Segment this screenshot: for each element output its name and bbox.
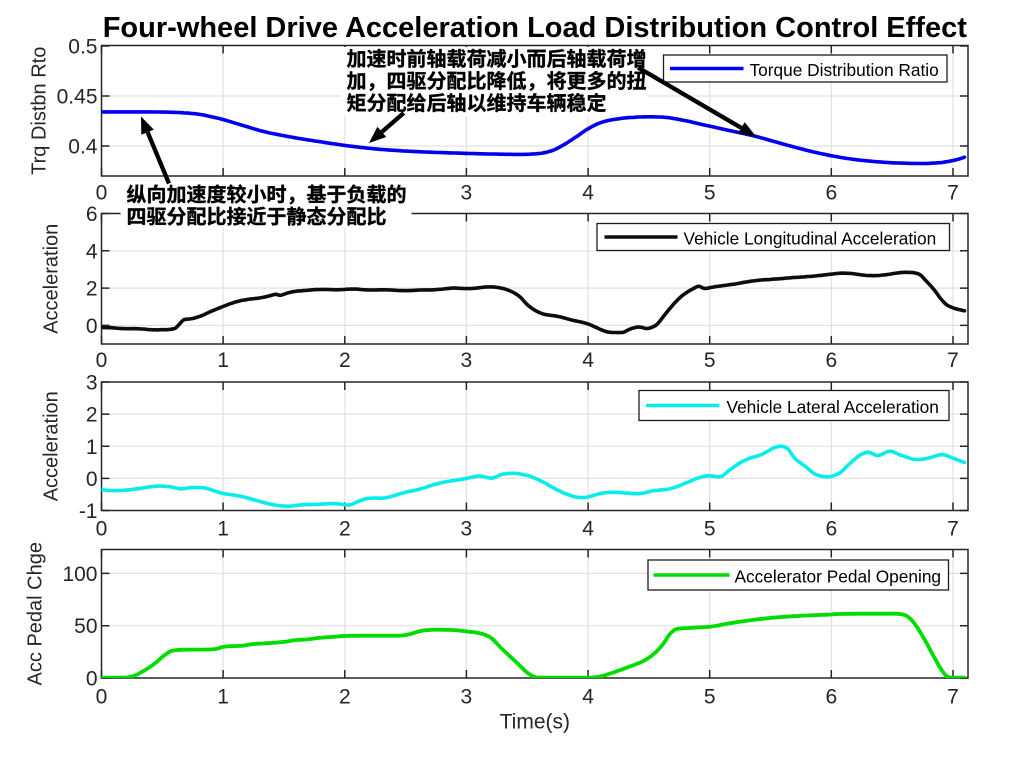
svg-text:2: 2 (86, 404, 98, 427)
svg-text:100: 100 (62, 563, 97, 586)
svg-text:2: 2 (339, 349, 351, 372)
svg-text:4: 4 (582, 182, 594, 205)
svg-text:Torque Distribution Ratio: Torque Distribution Ratio (750, 60, 939, 80)
svg-text:4: 4 (582, 686, 594, 709)
svg-text:6: 6 (825, 686, 837, 709)
svg-text:2: 2 (339, 517, 351, 540)
svg-text:0: 0 (96, 182, 108, 205)
svg-text:0.4: 0.4 (68, 136, 98, 159)
svg-text:2: 2 (339, 686, 351, 709)
svg-text:0: 0 (96, 349, 108, 372)
svg-text:3: 3 (461, 686, 473, 709)
svg-text:0.45: 0.45 (57, 86, 98, 109)
svg-text:5: 5 (704, 686, 716, 709)
svg-text:0: 0 (86, 315, 98, 338)
svg-text:0.5: 0.5 (68, 36, 97, 59)
svg-text:-1: -1 (79, 500, 98, 523)
svg-text:0: 0 (96, 686, 108, 709)
svg-text:Accelerator Pedal Opening: Accelerator Pedal Opening (735, 566, 942, 586)
svg-text:Acceleration: Acceleration (41, 391, 63, 501)
svg-text:7: 7 (947, 349, 959, 372)
svg-text:0: 0 (96, 517, 108, 540)
svg-text:5: 5 (704, 182, 716, 205)
svg-text:Vehicle Longitudinal Accelerat: Vehicle Longitudinal Acceleration (684, 228, 937, 248)
svg-text:5: 5 (704, 349, 716, 372)
svg-text:4: 4 (582, 349, 594, 372)
svg-text:0: 0 (86, 468, 98, 491)
svg-text:Time(s): Time(s) (500, 711, 570, 734)
svg-text:4: 4 (582, 517, 594, 540)
svg-text:1: 1 (86, 436, 98, 459)
svg-text:5: 5 (704, 517, 716, 540)
svg-text:3: 3 (461, 349, 473, 372)
svg-text:1: 1 (217, 349, 229, 372)
svg-text:3: 3 (86, 372, 98, 395)
svg-text:Vehicle Lateral Acceleration: Vehicle Lateral Acceleration (727, 397, 939, 417)
svg-text:6: 6 (825, 517, 837, 540)
svg-text:Acceleration: Acceleration (41, 224, 63, 334)
svg-text:Four-wheel Drive Acceleration: Four-wheel Drive Acceleration Load Distr… (103, 12, 968, 44)
svg-text:7: 7 (947, 686, 959, 709)
svg-text:50: 50 (74, 615, 97, 638)
svg-text:Trq Distbn Rto: Trq Distbn Rto (29, 47, 51, 175)
svg-text:Acc Pedal Chge: Acc Pedal Chge (25, 542, 47, 685)
svg-text:3: 3 (461, 517, 473, 540)
svg-text:0: 0 (86, 668, 98, 691)
svg-text:7: 7 (947, 182, 959, 205)
svg-text:1: 1 (217, 686, 229, 709)
svg-text:1: 1 (217, 517, 229, 540)
svg-text:6: 6 (825, 349, 837, 372)
svg-text:6: 6 (825, 182, 837, 205)
svg-text:3: 3 (461, 182, 473, 205)
svg-text:2: 2 (86, 278, 98, 301)
svg-text:6: 6 (86, 203, 98, 226)
svg-text:7: 7 (947, 517, 959, 540)
svg-text:4: 4 (86, 240, 98, 263)
